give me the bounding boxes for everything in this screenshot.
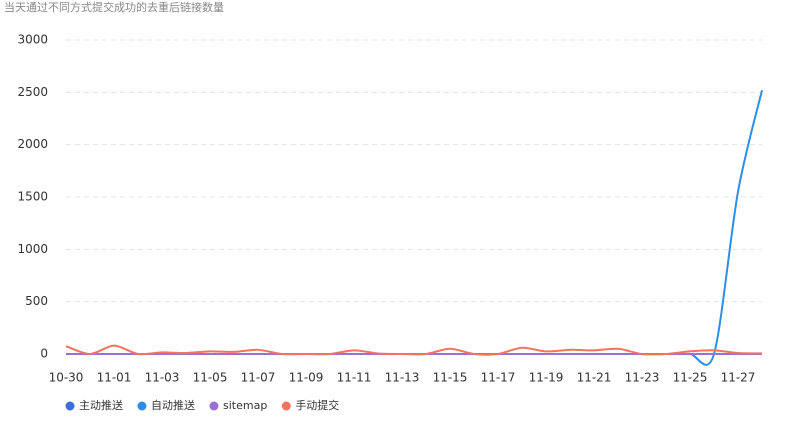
y-tick-label: 1500 <box>17 190 48 204</box>
legend-label: 手动提交 <box>295 398 339 412</box>
x-tick-label: 11-01 <box>97 371 132 385</box>
series-line <box>65 344 763 356</box>
x-tick-label: 11-05 <box>193 371 228 385</box>
x-tick-label: 11-25 <box>673 371 708 385</box>
legend-swatch <box>281 401 291 411</box>
x-tick-label: 11-19 <box>529 371 564 385</box>
y-tick-label: 1000 <box>17 242 48 256</box>
legend-item: 手动提交 <box>281 398 339 412</box>
legend-swatch <box>65 401 75 411</box>
x-tick-label: 11-27 <box>721 371 756 385</box>
legend-swatch <box>209 401 219 411</box>
legend-label: 自动推送 <box>151 398 195 412</box>
y-tick-label: 500 <box>25 294 48 308</box>
x-tick-label: 11-23 <box>625 371 660 385</box>
legend-label: sitemap <box>223 399 267 412</box>
legend-item: 主动推送 <box>65 398 123 412</box>
x-tick-label: 11-11 <box>337 371 372 385</box>
x-tick-label: 11-03 <box>145 371 180 385</box>
x-tick-label: 11-07 <box>241 371 276 385</box>
y-tick-label: 3000 <box>17 33 48 47</box>
x-tick-label: 11-13 <box>385 371 420 385</box>
chart-title: 当天通过不同方式提交成功的去重后链接数量 <box>4 0 224 14</box>
series-line <box>65 90 763 366</box>
x-tick-label: 11-09 <box>289 371 324 385</box>
y-tick-label: 2500 <box>17 85 48 99</box>
legend-label: 主动推送 <box>79 398 123 412</box>
x-tick-label: 11-17 <box>481 371 516 385</box>
x-tick-label: 11-15 <box>433 371 468 385</box>
legend-swatch <box>137 401 147 411</box>
legend-item: 自动推送 <box>137 398 195 412</box>
x-tick-label: 11-21 <box>577 371 612 385</box>
legend-item: sitemap <box>209 399 267 412</box>
x-tick-label: 10-30 <box>49 371 84 385</box>
y-tick-label: 2000 <box>17 137 48 151</box>
y-tick-label: 0 <box>40 347 48 361</box>
